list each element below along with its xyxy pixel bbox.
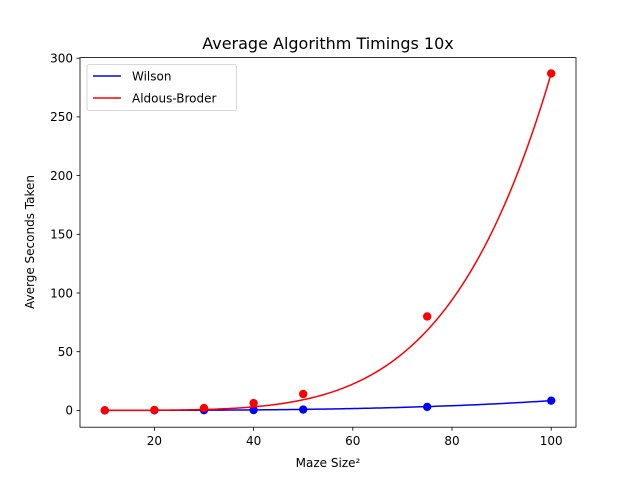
series-line-aldous-broder xyxy=(104,73,552,412)
y-tick-label: 100 xyxy=(50,286,73,300)
data-point-aldous-broder xyxy=(199,403,209,413)
data-point-aldous-broder xyxy=(249,398,258,408)
legend-box xyxy=(86,64,237,111)
y-tick-label: 250 xyxy=(50,110,73,124)
y-tick-label: 0 xyxy=(65,404,73,418)
x-tick-label: 80 xyxy=(444,434,459,448)
x-tick-label: 20 xyxy=(147,434,162,448)
legend-label-wilson: Wilson xyxy=(132,70,171,84)
plot-frame xyxy=(79,57,577,428)
x-tick-label: 100 xyxy=(540,434,563,448)
data-point-wilson xyxy=(299,405,308,414)
plot-content xyxy=(100,69,556,415)
data-point-wilson xyxy=(547,396,556,405)
data-point-aldous-broder xyxy=(423,312,432,321)
y-axis: 0 50 100 150 200 250 300 xyxy=(50,51,80,418)
x-axis-label: Maze Size² xyxy=(296,456,361,470)
data-point-wilson xyxy=(423,402,432,412)
data-point-wilson xyxy=(249,405,258,415)
x-tick-label: 60 xyxy=(345,434,360,448)
chart-title: Average Algorithm Timings 10x xyxy=(202,34,454,53)
y-axis-label: Averge Seconds Taken xyxy=(23,175,37,309)
y-tick-label: 200 xyxy=(50,169,73,183)
legend: Wilson Aldous-Broder xyxy=(86,64,237,111)
data-point-aldous-broder xyxy=(150,405,159,415)
x-axis: 20 40 60 80 100 xyxy=(147,427,563,448)
x-tick-label: 40 xyxy=(246,434,261,448)
y-tick-label: 300 xyxy=(50,51,73,65)
legend-label-aldous-broder: Aldous-Broder xyxy=(132,92,217,106)
data-point-aldous-broder xyxy=(100,406,110,415)
y-tick-label: 150 xyxy=(50,228,73,242)
y-tick-label: 50 xyxy=(58,345,73,359)
data-point-aldous-broder xyxy=(547,69,556,78)
data-point-aldous-broder xyxy=(299,389,308,399)
